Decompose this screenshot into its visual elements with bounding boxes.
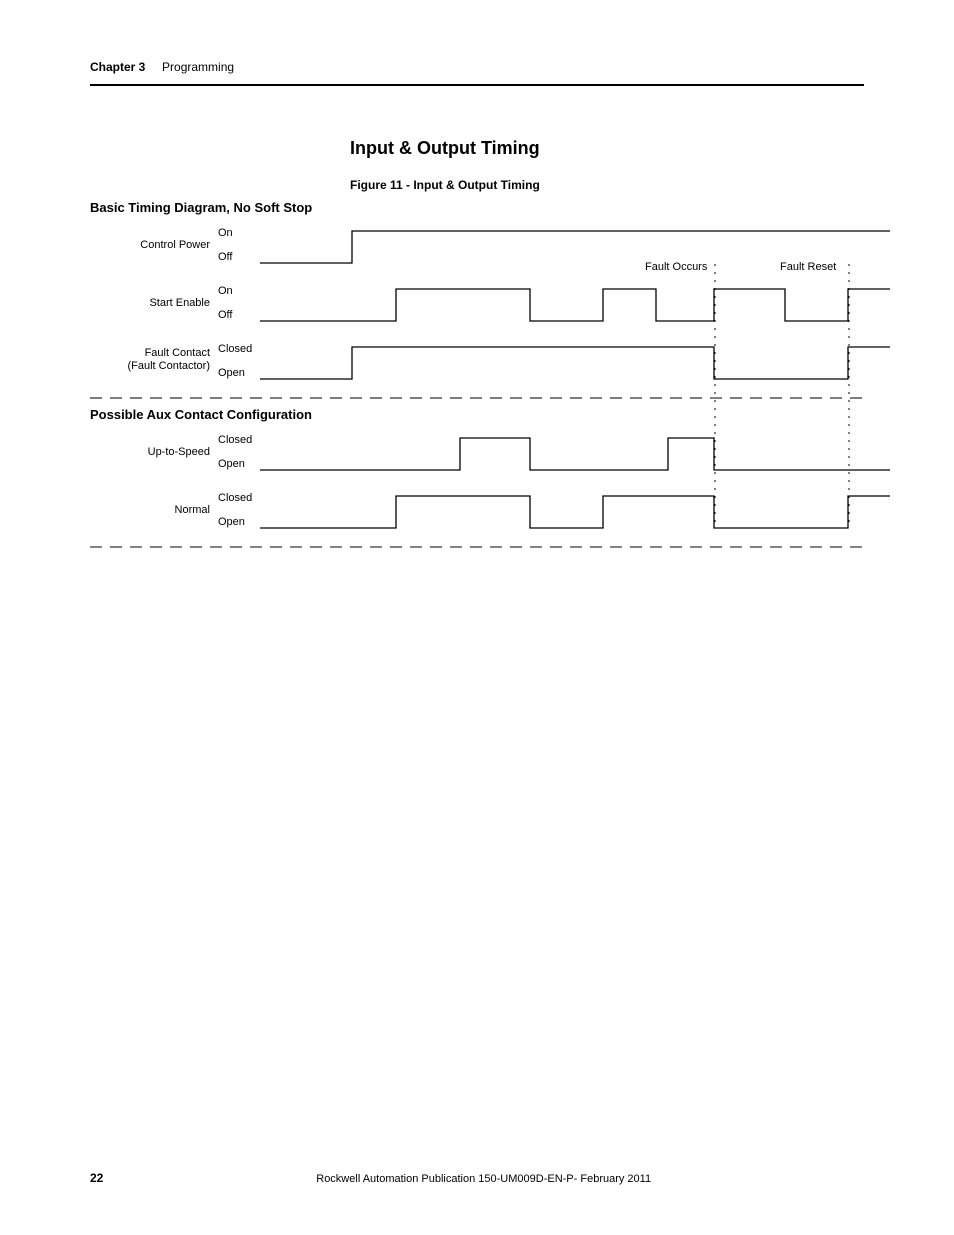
state-high: Closed [218, 343, 258, 355]
signal-row-control-power: Control Power On Off Fault Occurs Fault … [90, 221, 864, 279]
page-header: Chapter 3 Programming [90, 60, 864, 86]
chapter-label: Chapter 3 [90, 60, 145, 74]
event-fault-occurs: Fault Occurs [645, 261, 707, 273]
signal-row-fault-contact: Fault Contact (Fault Contactor) Closed O… [90, 337, 864, 395]
section-divider [90, 544, 864, 550]
state-high: On [218, 285, 258, 297]
event-fault-reset: Fault Reset [780, 261, 836, 273]
page-number: 22 [90, 1171, 103, 1185]
section2-title: Possible Aux Contact Configuration [90, 407, 864, 422]
signal-label: Up-to-Speed [90, 446, 210, 458]
waveform [260, 430, 900, 478]
publication-info: Rockwell Automation Publication 150-UM00… [316, 1173, 651, 1185]
chapter-line: Chapter 3 Programming [90, 60, 864, 74]
label-line2: (Fault Contactor) [127, 360, 210, 372]
signal-row-normal: Normal Closed Open [90, 486, 864, 544]
signal-row-up-to-speed: Up-to-Speed Closed Open [90, 428, 864, 486]
section1-title: Basic Timing Diagram, No Soft Stop [90, 200, 864, 215]
label-line1: Fault Contact [145, 347, 210, 359]
section-divider [90, 395, 864, 401]
chapter-title: Programming [162, 60, 234, 74]
signal-row-start-enable: Start Enable On Off [90, 279, 864, 337]
signal-label: Control Power [90, 239, 210, 251]
state-low: Off [218, 251, 258, 263]
signal-label: Start Enable [90, 297, 210, 309]
header-rule [90, 84, 864, 86]
timing-diagram: Basic Timing Diagram, No Soft Stop Contr… [90, 200, 864, 550]
waveform [260, 281, 900, 329]
waveform [260, 339, 900, 387]
main-heading: Input & Output Timing [350, 138, 540, 159]
figure-caption: Figure 11 - Input & Output Timing [350, 178, 540, 192]
state-high: Closed [218, 492, 258, 504]
signal-label: Fault Contact (Fault Contactor) [90, 347, 210, 373]
page-footer: 22 Rockwell Automation Publication 150-U… [90, 1171, 864, 1185]
state-high: On [218, 227, 258, 239]
state-low: Off [218, 309, 258, 321]
state-low: Open [218, 458, 258, 470]
state-high: Closed [218, 434, 258, 446]
signal-label: Normal [90, 504, 210, 516]
state-low: Open [218, 516, 258, 528]
waveform [260, 488, 900, 536]
state-low: Open [218, 367, 258, 379]
